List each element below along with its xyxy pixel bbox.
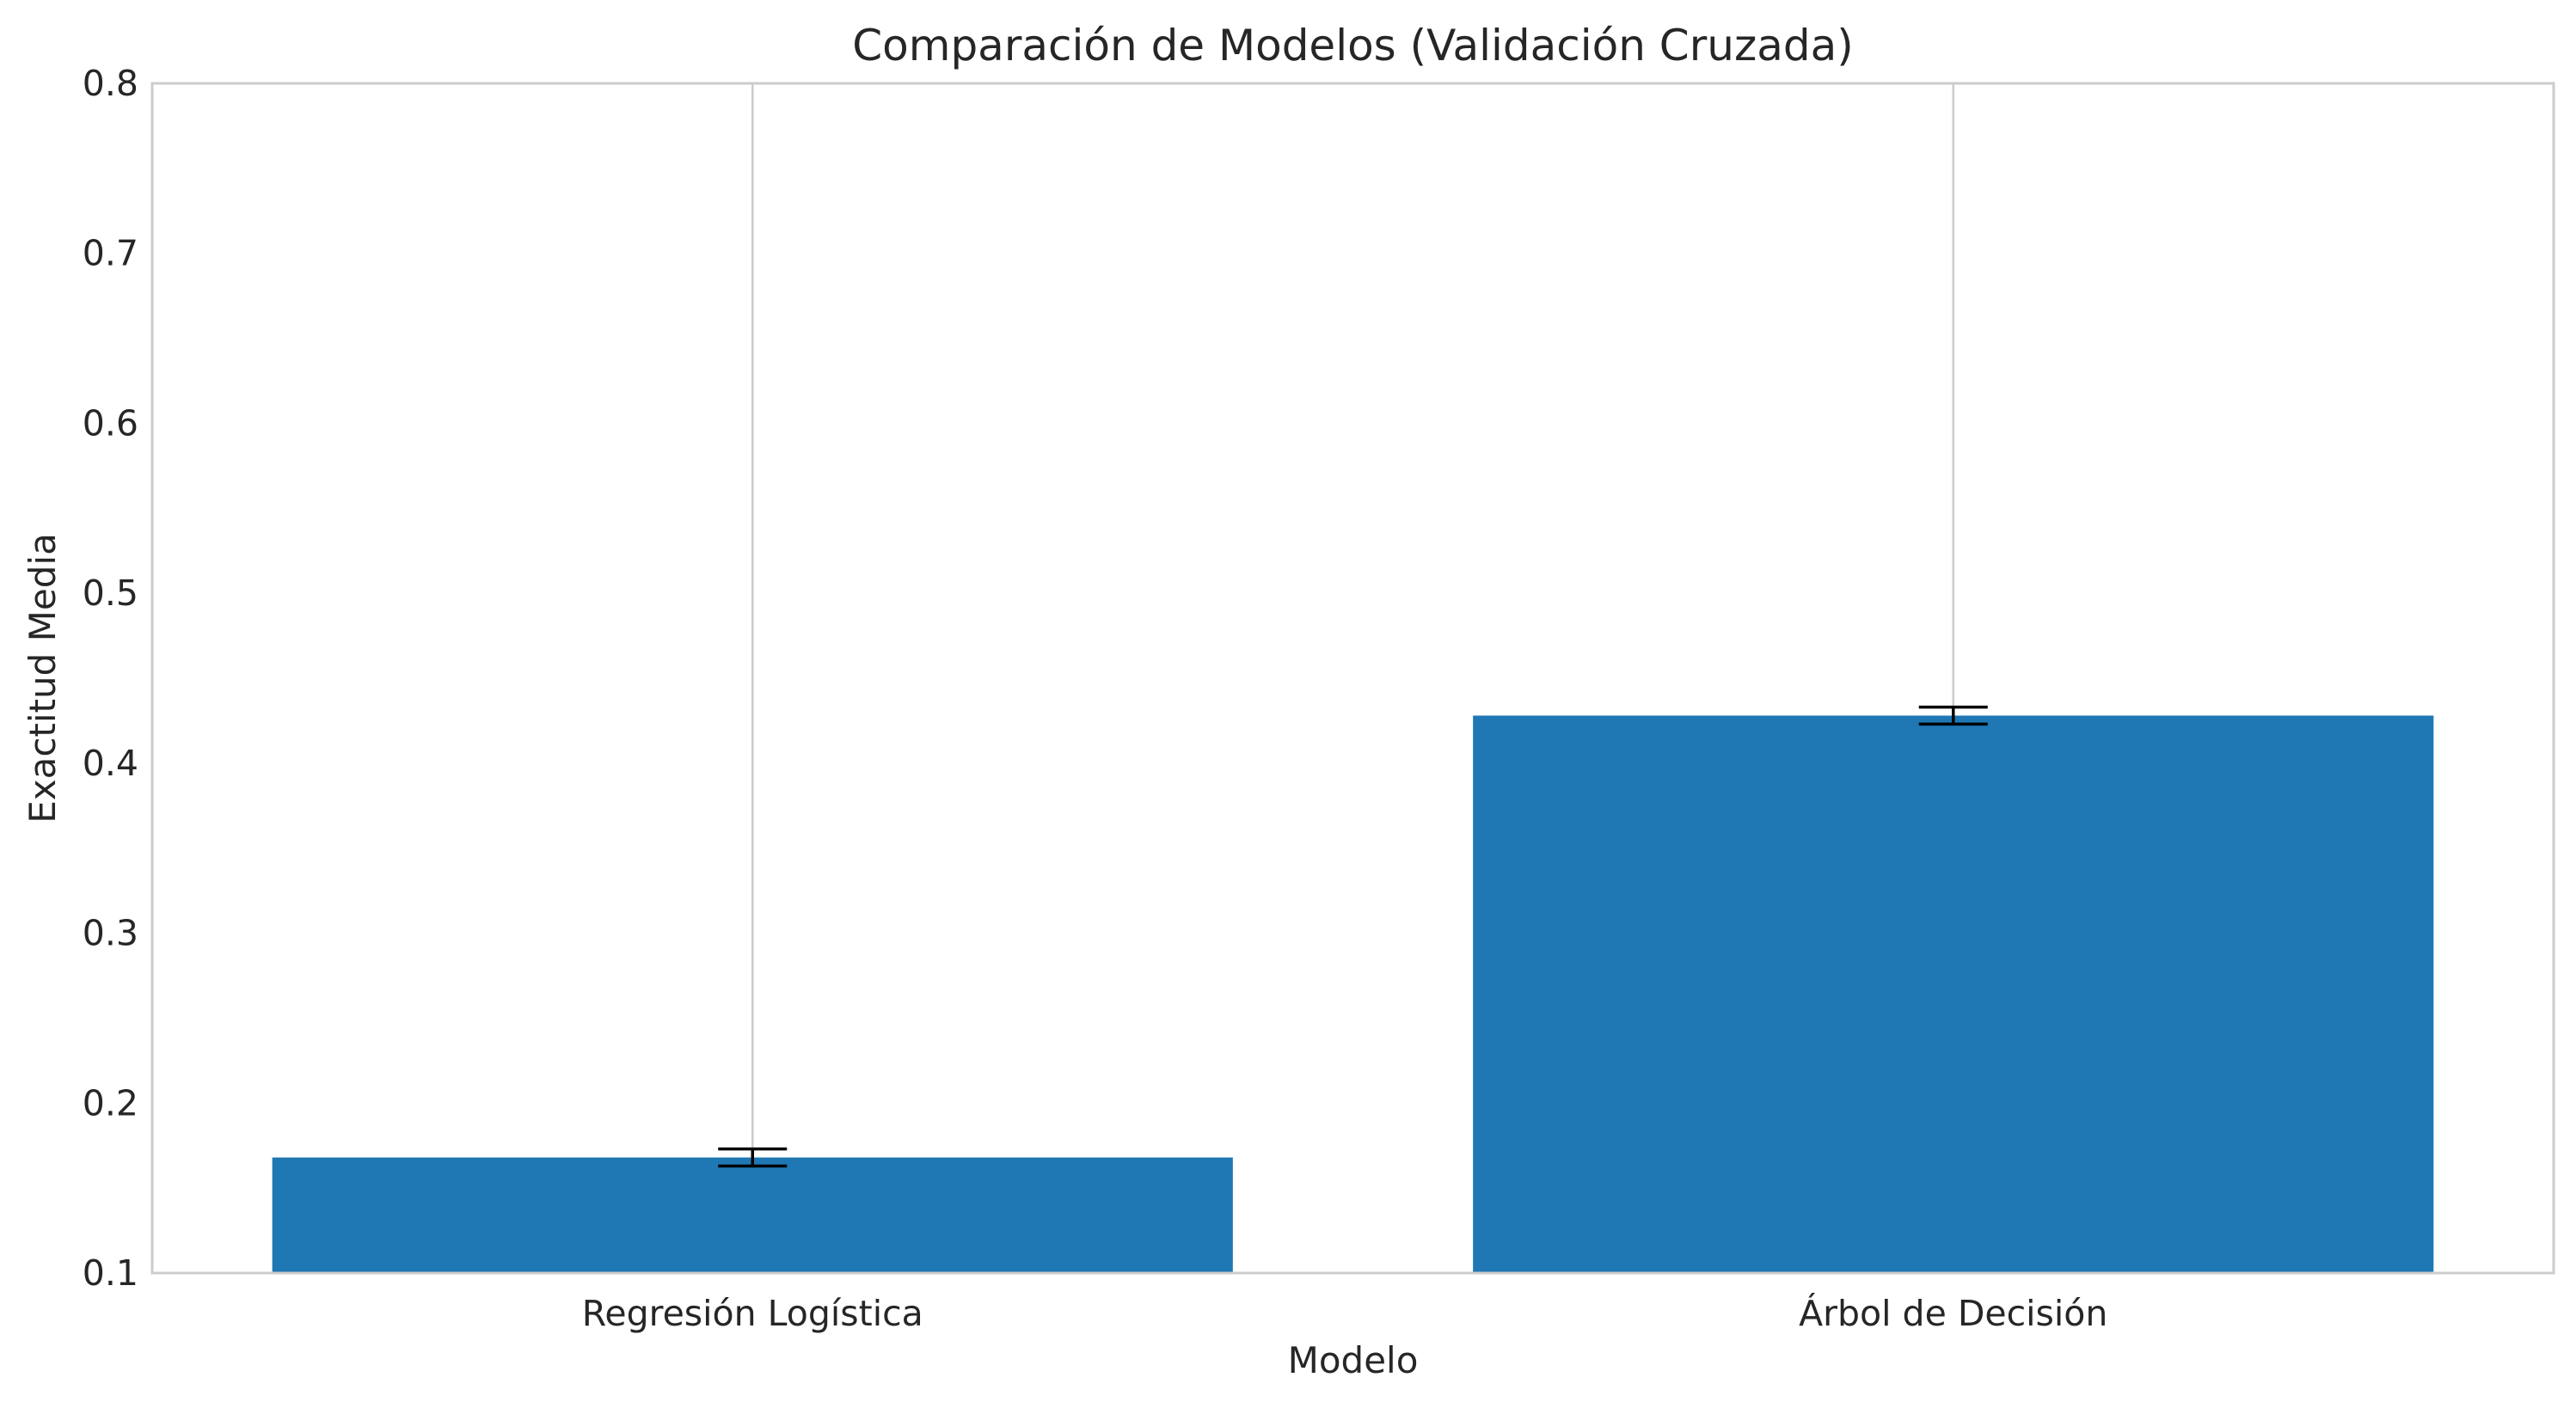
x-tick-label: Regresión Logística bbox=[582, 1293, 923, 1334]
y-tick-label: 0.2 bbox=[83, 1082, 138, 1123]
bar bbox=[272, 1157, 1233, 1273]
y-tick-labels: 0.1 0.2 0.3 0.4 0.5 0.6 0.7 0.8 bbox=[83, 63, 138, 1294]
y-tick-label: 0.7 bbox=[83, 233, 138, 274]
x-tick-label: Árbol de Decisión bbox=[1799, 1293, 2107, 1334]
y-tick-label: 0.6 bbox=[83, 402, 138, 444]
y-tick-label: 0.4 bbox=[83, 743, 138, 784]
bars bbox=[272, 715, 2434, 1273]
y-tick-label: 0.8 bbox=[83, 63, 138, 104]
y-tick-label: 0.3 bbox=[83, 913, 138, 954]
error-bars bbox=[718, 705, 1988, 1168]
y-tick-label: 0.1 bbox=[83, 1252, 138, 1294]
bar bbox=[1473, 715, 2434, 1273]
y-axis-title: Exactitud Media bbox=[21, 533, 64, 823]
x-axis-title: Modelo bbox=[1288, 1339, 1419, 1381]
plot-frame bbox=[150, 82, 2555, 1275]
x-tick-labels: Regresión Logística Árbol de Decisión bbox=[582, 1293, 2108, 1334]
chart-title: Comparación de Modelos (Validación Cruza… bbox=[852, 21, 1854, 70]
y-tick-label: 0.5 bbox=[83, 572, 138, 614]
